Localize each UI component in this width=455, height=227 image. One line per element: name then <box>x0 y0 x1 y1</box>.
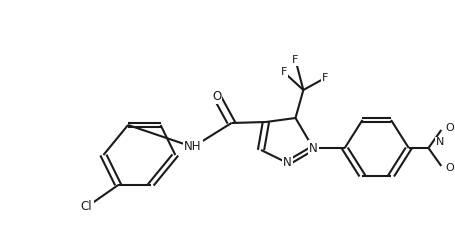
Text: O: O <box>446 123 455 133</box>
Text: N: N <box>283 156 292 170</box>
Text: N: N <box>435 137 444 147</box>
Text: Cl: Cl <box>81 200 92 214</box>
Text: O: O <box>446 163 455 173</box>
Text: F: F <box>280 67 287 77</box>
Text: O: O <box>212 89 221 103</box>
Text: N: N <box>309 141 318 155</box>
Text: NH: NH <box>184 141 202 153</box>
Text: F: F <box>292 55 298 65</box>
Text: F: F <box>322 73 328 83</box>
